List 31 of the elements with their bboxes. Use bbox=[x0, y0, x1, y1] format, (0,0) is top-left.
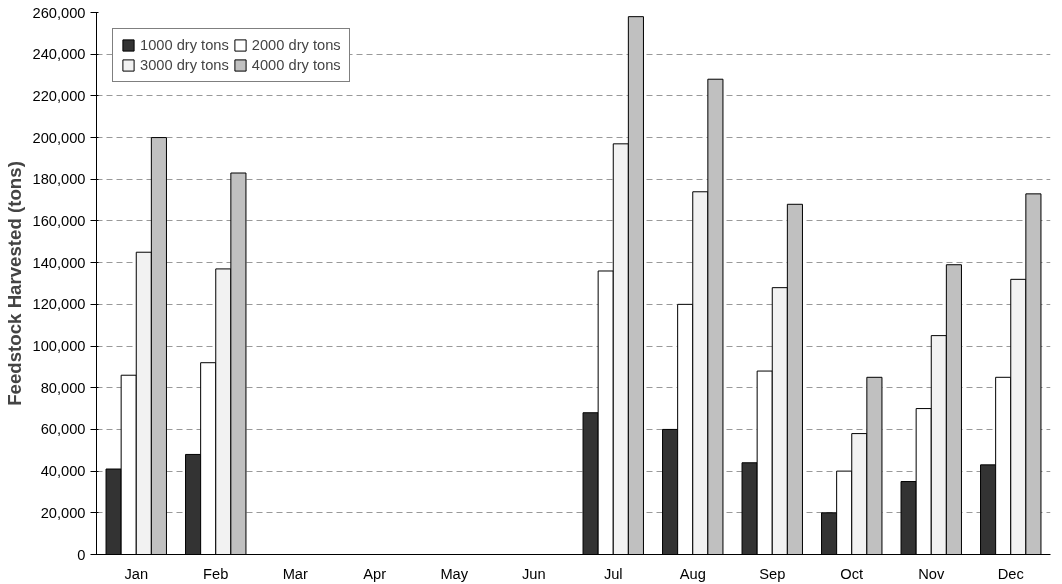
y-tick-label: 220,000 bbox=[32, 87, 86, 104]
x-tick-label: Jun bbox=[521, 565, 546, 582]
y-tick-label: 100,000 bbox=[32, 338, 86, 355]
x-tick-label: Apr bbox=[363, 565, 387, 582]
x-tick-label: Jan bbox=[124, 565, 149, 582]
y-tick-label: 0 bbox=[77, 546, 86, 563]
x-tick-label: May bbox=[440, 565, 469, 582]
x-tick-label: Feb bbox=[203, 565, 229, 582]
x-tick-label: Dec bbox=[997, 565, 1024, 582]
legend-label: 1000 dry tons bbox=[140, 37, 229, 53]
x-tick-label: Nov bbox=[918, 565, 945, 582]
y-tick-label: 60,000 bbox=[40, 421, 86, 438]
y-tick-label: 80,000 bbox=[40, 379, 86, 396]
y-axis-title: Feedstock Harvested (tons) bbox=[3, 161, 25, 406]
y-tick-label: 200,000 bbox=[32, 129, 86, 146]
y-tick-label: 140,000 bbox=[32, 254, 86, 271]
y-tick-label: 120,000 bbox=[32, 296, 86, 313]
y-tick-label: 160,000 bbox=[32, 212, 86, 229]
x-tick-label: Aug bbox=[679, 565, 706, 582]
y-tick-label: 180,000 bbox=[32, 171, 86, 188]
legend-label: 3000 dry tons bbox=[140, 57, 229, 73]
x-tick-label: Sep bbox=[759, 565, 786, 582]
y-tick-label: 40,000 bbox=[40, 463, 86, 480]
y-tick-label: 260,000 bbox=[32, 4, 86, 21]
y-tick-label: 20,000 bbox=[40, 504, 86, 521]
legend-label: 2000 dry tons bbox=[251, 37, 341, 53]
x-tick-label: Jul bbox=[603, 565, 623, 582]
y-tick-label: 240,000 bbox=[32, 46, 86, 63]
x-tick-label: Mar bbox=[282, 565, 308, 582]
legend-label: 4000 dry tons bbox=[251, 57, 341, 73]
x-tick-label: Oct bbox=[840, 565, 864, 582]
